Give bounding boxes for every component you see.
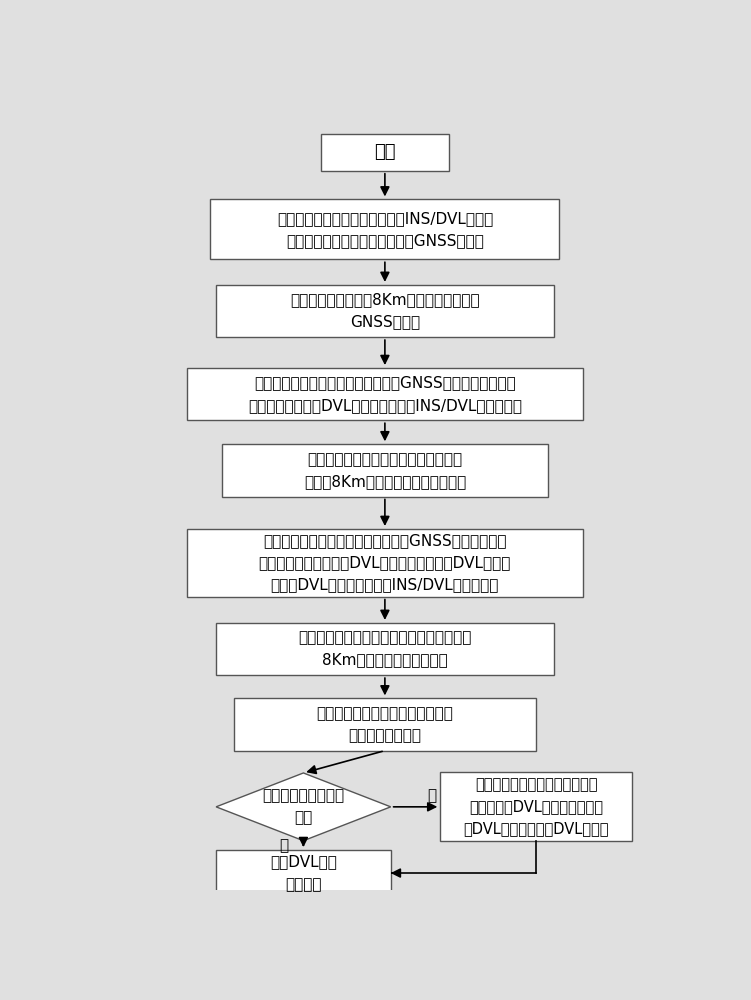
Text: 判断精度是否满足要
求？: 判断精度是否满足要 求？ [262,788,345,825]
FancyBboxPatch shape [234,698,536,751]
Text: 当航行一定距离（如8Km）时，进行第二次
GNSS校准。: 当航行一定距离（如8Km）时，进行第二次 GNSS校准。 [290,292,480,330]
FancyBboxPatch shape [222,444,547,497]
FancyBboxPatch shape [216,623,553,675]
Text: 根据第二次校准和第三次校准记录的GNSS位置信息和组
合导航位置信息，计算DVL参数，并根据上次DVL参数计
算总的DVL参数，然后代入INS/DVL组合计算。: 根据第二次校准和第三次校准记录的GNSS位置信息和组 合导航位置信息，计算DVL… [258,533,511,592]
Text: 根据第三次和第四次校准记录的
信息，计算DVL参数，并根据上
次DVL参数计算总的DVL参数。: 根据第三次和第四次校准记录的 信息，计算DVL参数，并根据上 次DVL参数计算总… [463,777,609,837]
FancyBboxPatch shape [216,285,553,337]
Text: 保存DVL参数
标定完成: 保存DVL参数 标定完成 [270,854,337,892]
FancyBboxPatch shape [216,850,391,896]
Text: 否: 否 [427,788,436,803]
Text: 根据第一次校准和第二次校准记录的GNSS位置信息和组合导
航位置信息，计算DVL参数，然后代入INS/DVL组合计算。: 根据第一次校准和第二次校准记录的GNSS位置信息和组合导 航位置信息，计算DVL… [248,376,522,413]
Text: 根据第四次校准点的信息，计算组
合导航的位置误差: 根据第四次校准点的信息，计算组 合导航的位置误差 [316,706,454,743]
FancyBboxPatch shape [187,529,583,597]
Text: 航行器折返并匀速直航，当航行一定距
离（如8Km）时，进行第三次校准。: 航行器折返并匀速直航，当航行一定距 离（如8Km）时，进行第三次校准。 [303,452,466,489]
Text: 是: 是 [279,838,289,853]
FancyBboxPatch shape [321,134,449,171]
Text: 水下航行器完成初始对准后进入INS/DVL组合导
航状态，水下航行器进行第一次GNSS校准。: 水下航行器完成初始对准后进入INS/DVL组合导 航状态，水下航行器进行第一次G… [277,211,493,248]
FancyBboxPatch shape [210,199,559,259]
Polygon shape [216,773,391,841]
Text: 航行器折返并匀速直航，航行一定距离（如
8Km）时，进行第四次校准: 航行器折返并匀速直航，航行一定距离（如 8Km）时，进行第四次校准 [298,630,472,668]
FancyBboxPatch shape [187,368,583,420]
FancyBboxPatch shape [440,772,632,841]
Text: 开始: 开始 [374,143,396,161]
